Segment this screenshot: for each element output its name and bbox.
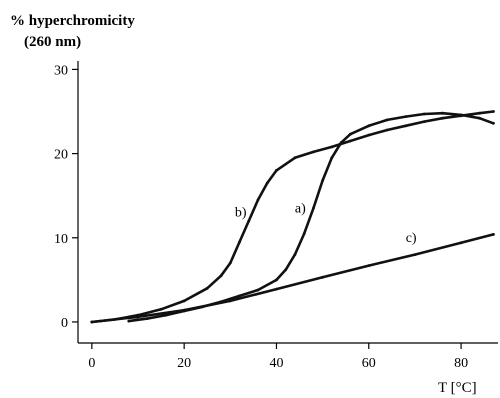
curve-b-point <box>404 124 408 128</box>
curve-a <box>127 111 495 323</box>
curve-a-point <box>404 115 408 118</box>
curve-b-point <box>385 128 389 132</box>
curve-label-a: a) <box>295 202 306 217</box>
curve-a-point <box>385 118 389 122</box>
curve-label-b: b) <box>235 206 247 221</box>
curve-a-point <box>275 278 278 282</box>
curve-label-c: c) <box>406 231 417 246</box>
curve-c-point <box>90 320 94 324</box>
curve-b-point <box>205 286 209 290</box>
curve-a-point <box>238 294 241 298</box>
curve-b-point <box>293 156 297 160</box>
curve-c-point <box>182 308 186 312</box>
curve-b-point <box>159 307 163 311</box>
curve-b-point <box>265 181 269 185</box>
curve-b-point <box>422 120 426 123</box>
x-tick-label: 60 <box>362 356 376 371</box>
curve-c-point <box>228 299 232 303</box>
curve-b-point <box>330 145 334 149</box>
curve-a-point <box>164 313 168 317</box>
y-tick-label: 30 <box>54 63 68 78</box>
curve-b <box>90 110 495 324</box>
curve-c-point <box>136 315 140 319</box>
x-tick-label: 20 <box>177 356 191 371</box>
axis-ticks: 0 20 40 60 80 0 10 20 30 <box>54 63 468 371</box>
curve-c-point <box>492 233 495 236</box>
curve-labels: a) b) c) <box>235 202 417 246</box>
curve-c-point <box>367 264 371 267</box>
curve-b-point <box>238 240 241 244</box>
y-axis-title-line1: % hyperchromicity <box>10 13 135 29</box>
curve-b-point <box>256 198 260 202</box>
y-tick-label: 0 <box>61 316 68 331</box>
curve-a-point <box>478 116 481 120</box>
curve-c-point <box>459 241 463 245</box>
x-tick-label: 80 <box>454 356 468 371</box>
curve-c-point <box>321 275 324 279</box>
curve-b-point <box>219 274 223 278</box>
curve-a-point <box>256 288 260 292</box>
curve-b-point <box>182 299 186 303</box>
curve-b-point <box>348 139 352 143</box>
curve-b-point <box>441 116 444 120</box>
curve-a-point <box>145 317 149 320</box>
curve-a-point <box>348 132 352 136</box>
curve-a-point <box>422 112 426 116</box>
curve-a-point <box>127 319 131 323</box>
curve-a-point <box>492 121 495 125</box>
curve-a-point <box>321 179 324 182</box>
curve-a-point <box>441 111 444 115</box>
curve-a-point <box>302 232 306 236</box>
curve-b-point <box>367 133 371 137</box>
y-tick-label: 20 <box>54 148 68 163</box>
curve-b-point <box>312 150 315 154</box>
curve-b-point <box>228 261 232 265</box>
x-tick-label: 40 <box>269 356 283 371</box>
curve-a-point <box>312 206 315 210</box>
curve-a-point <box>367 124 371 128</box>
curve-c-point <box>413 253 417 256</box>
curve-a-point <box>330 156 334 160</box>
curve-c <box>90 233 495 324</box>
curve-b-point <box>492 110 495 113</box>
curve-b-point <box>247 219 251 223</box>
x-tick-label: 0 <box>88 356 95 371</box>
x-axis-title: T [°C] <box>438 380 477 396</box>
y-axis-title-line2: (260 nm) <box>24 34 81 50</box>
curve-b-point <box>478 111 481 115</box>
data-curves <box>90 110 495 324</box>
curve-a-point <box>293 253 297 256</box>
curve-c-point <box>275 287 278 291</box>
curve-b-point <box>275 169 278 172</box>
curve-a-point <box>284 268 288 272</box>
curve-b-point <box>459 114 463 118</box>
y-tick-label: 10 <box>54 232 68 247</box>
